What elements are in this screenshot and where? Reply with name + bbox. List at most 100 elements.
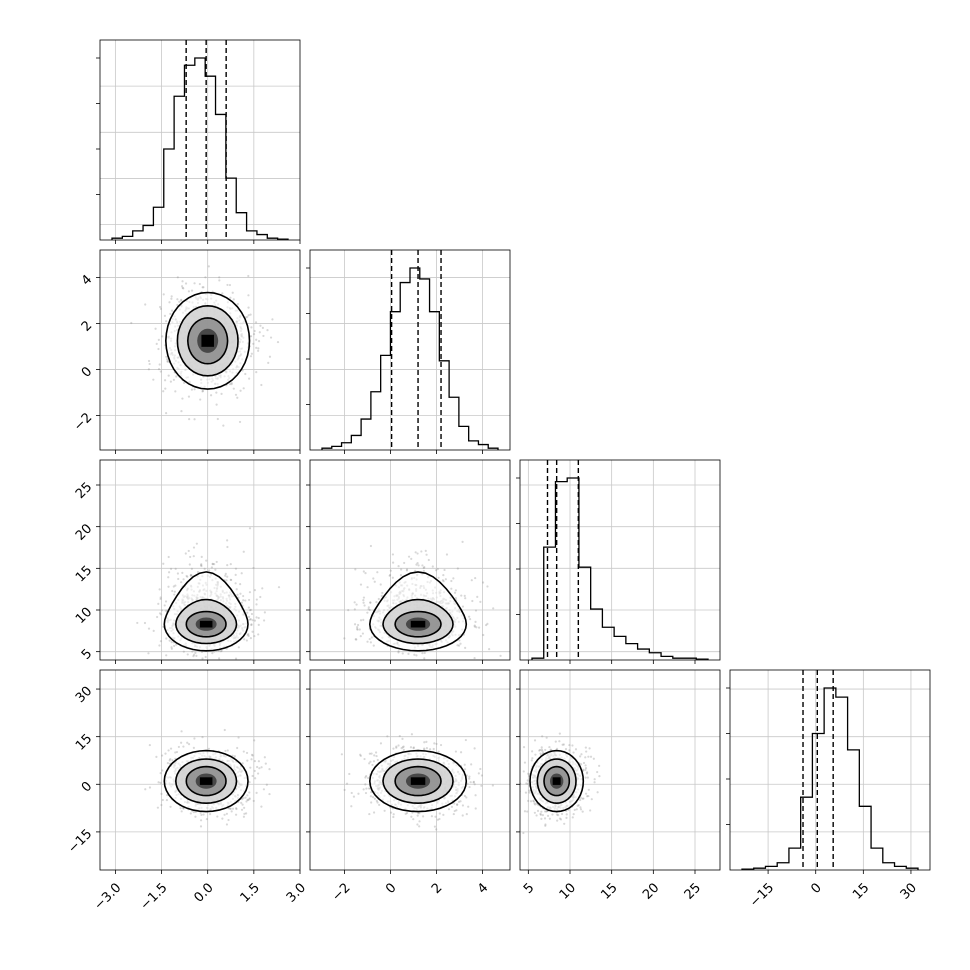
scatter-point — [204, 276, 207, 279]
scatter-point — [222, 424, 225, 427]
scatter-point — [474, 576, 477, 580]
scatter-point — [586, 776, 589, 779]
scatter-point — [237, 736, 240, 739]
scatter-point — [239, 389, 242, 392]
scatter-point — [242, 815, 246, 818]
scatter-point — [373, 797, 377, 800]
scatter-point — [176, 298, 179, 301]
scatter-point — [195, 542, 198, 545]
scatter-point — [210, 566, 213, 569]
scatter-point — [571, 744, 574, 747]
scatter-point — [359, 583, 363, 586]
scatter-point — [431, 565, 434, 568]
scatter-point — [186, 575, 189, 578]
scatter-point — [165, 355, 168, 358]
scatter-point — [167, 576, 170, 579]
scatter-point — [472, 780, 476, 783]
scatter-point — [444, 578, 447, 581]
scatter-point — [240, 801, 243, 804]
scatter-point — [412, 746, 415, 749]
scatter-point — [372, 760, 376, 763]
scatter-point — [454, 589, 457, 592]
scatter-point — [253, 769, 256, 773]
scatter-point — [452, 812, 455, 816]
scatter-point — [213, 562, 216, 566]
scatter-point — [405, 569, 409, 572]
panel-2-1-frame — [309, 459, 511, 661]
scatter-point — [421, 652, 424, 655]
scatter-point — [247, 798, 250, 802]
scatter-point — [198, 282, 201, 286]
scatter-point — [205, 559, 208, 562]
scatter-point — [375, 754, 378, 758]
scatter-point — [247, 606, 250, 609]
scatter-point — [221, 292, 224, 295]
scatter-point — [161, 769, 164, 772]
scatter-point — [363, 604, 366, 607]
scatter-point — [160, 613, 163, 616]
scatter-point — [258, 331, 261, 334]
scatter-point — [410, 815, 413, 818]
scatter-point — [228, 283, 232, 287]
scatter-point — [223, 728, 226, 732]
scatter-point — [167, 749, 170, 752]
scatter-point — [418, 825, 421, 828]
scatter-point — [463, 794, 467, 798]
scatter-point — [416, 814, 419, 817]
scatter-point — [192, 555, 195, 558]
scatter-point — [204, 655, 207, 659]
scatter-point — [414, 569, 417, 573]
scatter-point — [366, 611, 369, 614]
scatter-point — [242, 387, 245, 390]
scatter-point — [463, 763, 466, 766]
scatter-point — [158, 588, 161, 591]
scatter-point — [432, 747, 435, 751]
scatter-point — [152, 629, 155, 632]
scatter-point — [253, 634, 256, 638]
scatter-point — [248, 797, 251, 800]
scatter-point — [242, 550, 245, 553]
scatter-point — [367, 787, 371, 790]
scatter-point — [248, 618, 252, 621]
scatter-point — [467, 805, 470, 808]
scatter-point — [176, 303, 179, 307]
scatter-point — [245, 800, 248, 803]
scatter-point — [170, 297, 173, 300]
scatter-point — [568, 749, 571, 752]
scatter-point — [464, 597, 467, 600]
hist-1-frame — [309, 249, 511, 451]
scatter-point — [250, 623, 253, 627]
scatter-point — [584, 746, 587, 749]
scatter-point — [398, 675, 400, 677]
scatter-point — [473, 624, 476, 627]
scatter-point — [233, 755, 236, 758]
scatter-point — [370, 752, 373, 755]
scatter-point — [157, 781, 160, 784]
scatter-point — [187, 743, 191, 746]
scatter-point — [255, 346, 258, 349]
scatter-point — [159, 640, 163, 643]
scatter-point — [248, 609, 252, 612]
scatter-point — [532, 799, 535, 802]
scatter-point — [364, 776, 367, 779]
scatter-point — [243, 806, 246, 809]
hist-0-grid — [100, 40, 300, 240]
scatter-point — [247, 615, 251, 618]
scatter-point — [468, 777, 471, 780]
scatter-point — [576, 804, 579, 807]
scatter-point — [473, 625, 476, 628]
scatter-point — [243, 812, 246, 815]
scatter-point — [473, 747, 476, 750]
scatter-point — [366, 586, 369, 589]
scatter-point — [240, 808, 244, 811]
scatter-point — [362, 788, 365, 791]
scatter-point — [260, 766, 263, 769]
scatter-point — [163, 604, 166, 607]
scatter-point — [152, 378, 155, 381]
scatter-point — [584, 768, 587, 771]
scatter-point — [397, 650, 400, 653]
density-peak — [410, 777, 426, 785]
scatter-point — [136, 621, 139, 625]
scatter-point — [231, 807, 235, 810]
scatter-point — [215, 403, 218, 406]
